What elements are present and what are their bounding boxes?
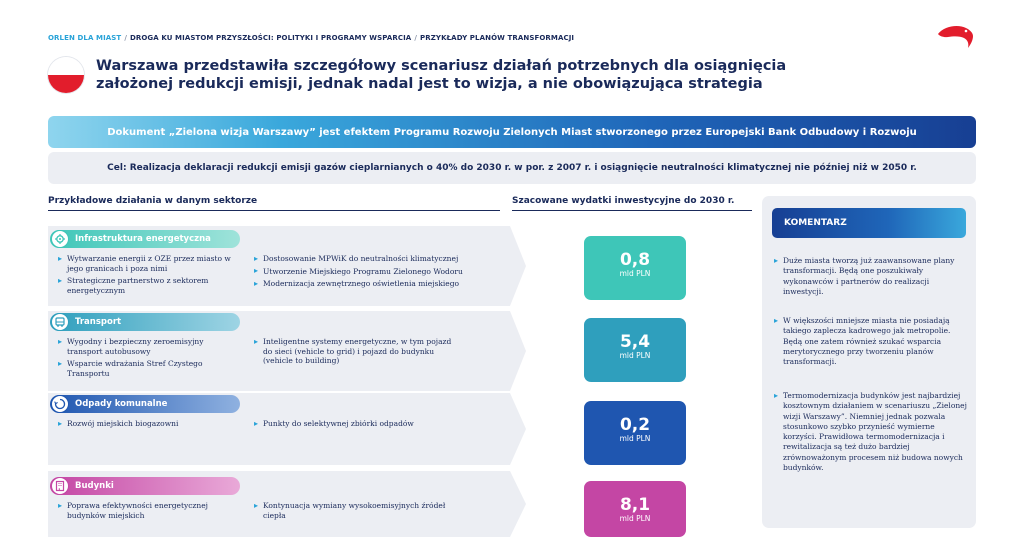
- investment-column-header: Szacowane wydatki inwestycyjne do 2030 r…: [512, 196, 752, 211]
- sector-actions-column-2: Punkty do selektywnej zbiórki odpadów: [254, 419, 494, 432]
- breadcrumb-separator: /: [414, 34, 417, 42]
- action-item: Wsparcie wdrażania Stref Czystego Transp…: [58, 359, 238, 378]
- comment-bullet: W większości mniejsze miasta nie posiada…: [774, 316, 970, 367]
- cost-unit: mld PLN: [619, 269, 651, 278]
- cost-box-buildings: 8,1 mld PLN: [584, 481, 686, 537]
- comment-panel: KOMENTARZ Duże miasta tworzą już zaawans…: [762, 196, 976, 528]
- cost-value: 5,4: [619, 332, 651, 352]
- action-item: Poprawa efektywności energetycznej budyn…: [58, 501, 243, 520]
- energy-infrastructure-icon: [51, 230, 69, 248]
- orlen-eagle-logo: [938, 26, 973, 48]
- action-item: Modernizacja zewnętrznego oświetlenia mi…: [254, 279, 494, 289]
- breadcrumb-item-orlen-dla-miast[interactable]: ORLEN DLA MIAST: [48, 34, 122, 42]
- sector-actions-column-2: Dostosowanie MPWiK do neutralności klima…: [254, 254, 494, 292]
- action-item: Rozwój miejskich biogazowni: [58, 419, 238, 429]
- sector-label-pill: Odpady komunalne: [50, 395, 240, 413]
- sector-actions-column-2: Kontynuacja wymiany wysokoemisyjnych źró…: [254, 501, 464, 523]
- sector-municipal-waste: Odpady komunalne Rozwój miejskich biogaz…: [48, 393, 526, 465]
- cost-unit: mld PLN: [619, 514, 651, 523]
- recycling-icon: [51, 395, 69, 413]
- cost-unit: mld PLN: [619, 351, 651, 360]
- page-title: Warszawa przedstawiła szczegółowy scenar…: [96, 58, 787, 92]
- bus-icon: [51, 313, 69, 331]
- sector-label-pill: Infrastruktura energetyczna: [50, 230, 240, 248]
- sector-label-pill: Transport: [50, 313, 240, 331]
- action-item: Wygodny i bezpieczny zeroemisyjny transp…: [58, 337, 238, 356]
- sector-buildings: Budynki Poprawa efektywności energetyczn…: [48, 471, 526, 537]
- cost-unit: mld PLN: [619, 434, 651, 443]
- action-item: Wytwarzanie energii z OZE przez miasto w…: [58, 254, 238, 273]
- comment-bullet: Duże miasta tworzą już zaawansowane plan…: [774, 256, 970, 297]
- sector-name: Budynki: [75, 481, 114, 491]
- action-item: Kontynuacja wymiany wysokoemisyjnych źró…: [254, 501, 464, 520]
- sector-name: Transport: [75, 317, 122, 327]
- cost-value: 0,8: [619, 250, 651, 270]
- sector-transport: Transport Wygodny i bezpieczny zeroemisy…: [48, 311, 526, 391]
- poland-flag-icon: [48, 57, 84, 93]
- cost-box-energy-infrastructure: 0,8 mld PLN: [584, 236, 686, 300]
- breadcrumb: ORLEN DLA MIAST / DROGA KU MIASTOM PRZYSZŁ…: [48, 34, 574, 42]
- action-item: Strategiczne partnerstwo z sektorem ener…: [58, 276, 238, 295]
- actions-column-header: Przykładowe działania w danym sektorze: [48, 196, 500, 211]
- cost-value: 0,2: [619, 415, 651, 435]
- breadcrumb-separator: /: [124, 34, 127, 42]
- comment-bullet: Termomodernizacja budynków jest najbardz…: [774, 391, 970, 473]
- action-item: Inteligentne systemy energetyczne, w tym…: [254, 337, 454, 366]
- action-item: Punkty do selektywnej zbiórki odpadów: [254, 419, 494, 429]
- sector-actions-column-1: Wygodny i bezpieczny zeroemisyjny transp…: [58, 337, 238, 381]
- sector-actions-column-1: Rozwój miejskich biogazowni: [58, 419, 238, 432]
- breadcrumb-item-przyklady[interactable]: PRZYKŁADY PLANÓW TRANSFORMACJI: [420, 34, 575, 42]
- breadcrumb-item-droga[interactable]: DROGA KU MIASTOM PRZYSZŁOŚCI: POLITYKI I…: [129, 34, 412, 42]
- sector-energy-infrastructure: Infrastruktura energetyczna Wytwarzanie …: [48, 226, 526, 306]
- sector-actions-column-1: Poprawa efektywności energetycznej budyn…: [58, 501, 243, 523]
- sector-name: Odpady komunalne: [75, 399, 168, 409]
- cost-box-transport: 5,4 mld PLN: [584, 318, 686, 382]
- sector-actions-column-2: Inteligentne systemy energetyczne, w tym…: [254, 337, 454, 369]
- action-item: Utworzenie Miejskiego Programu Zielonego…: [254, 266, 494, 277]
- comment-header: KOMENTARZ: [772, 208, 966, 238]
- cost-value: 8,1: [619, 495, 651, 515]
- sector-label-pill: Budynki: [50, 477, 240, 495]
- sector-name: Infrastruktura energetyczna: [75, 234, 211, 244]
- sector-actions-column-1: Wytwarzanie energii z OZE przez miasto w…: [58, 254, 238, 298]
- building-icon: [51, 477, 69, 495]
- goal-statement: Cel: Realizacja deklaracji redukcji emis…: [48, 152, 976, 184]
- cost-box-municipal-waste: 0,2 mld PLN: [584, 401, 686, 465]
- document-banner: Dokument „Zielona wizja Warszawy” jest e…: [48, 116, 976, 148]
- action-item: Dostosowanie MPWiK do neutralności klima…: [254, 254, 494, 264]
